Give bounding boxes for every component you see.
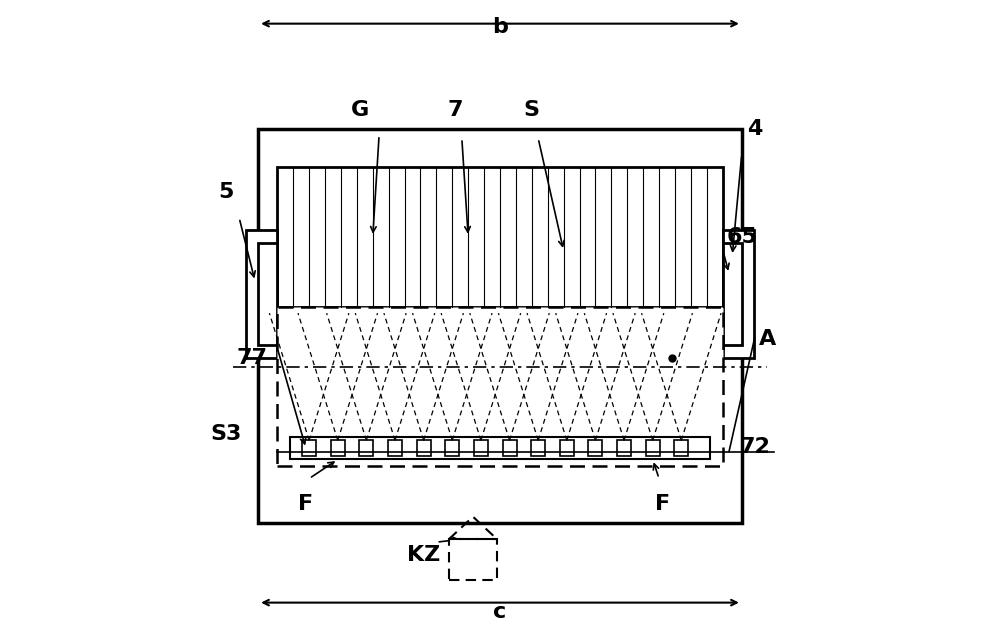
Bar	[246, 231, 277, 358]
Text: KZ: KZ	[407, 545, 440, 565]
Text: F: F	[298, 494, 314, 514]
Bar	[417, 440, 431, 456]
Text: 5: 5	[219, 182, 234, 203]
Bar	[277, 167, 723, 307]
Bar	[617, 440, 631, 456]
Text: A: A	[759, 328, 776, 349]
Text: S: S	[524, 100, 540, 119]
Bar	[531, 440, 545, 456]
Bar	[449, 539, 497, 580]
Bar	[723, 231, 754, 358]
Bar	[560, 440, 574, 456]
Text: 65: 65	[726, 227, 757, 247]
Bar	[277, 307, 723, 466]
Text: 4: 4	[747, 119, 762, 139]
Text: 77: 77	[236, 348, 267, 367]
Bar	[674, 440, 688, 456]
Bar	[588, 440, 602, 456]
Bar	[445, 440, 459, 456]
Text: F: F	[655, 494, 670, 514]
Text: S3: S3	[211, 424, 242, 444]
Bar	[331, 440, 345, 456]
Bar	[474, 440, 488, 456]
Bar	[723, 243, 742, 345]
Bar	[503, 440, 517, 456]
Text: G: G	[351, 100, 369, 119]
Text: 7: 7	[448, 100, 463, 119]
Bar	[646, 440, 660, 456]
Text: c: c	[493, 602, 507, 622]
Bar	[388, 440, 402, 456]
Bar	[258, 243, 277, 345]
Bar	[290, 437, 710, 459]
Bar	[359, 440, 373, 456]
Bar	[258, 128, 742, 523]
Text: 72: 72	[739, 436, 770, 457]
Text: b: b	[492, 17, 508, 37]
Bar	[302, 440, 316, 456]
